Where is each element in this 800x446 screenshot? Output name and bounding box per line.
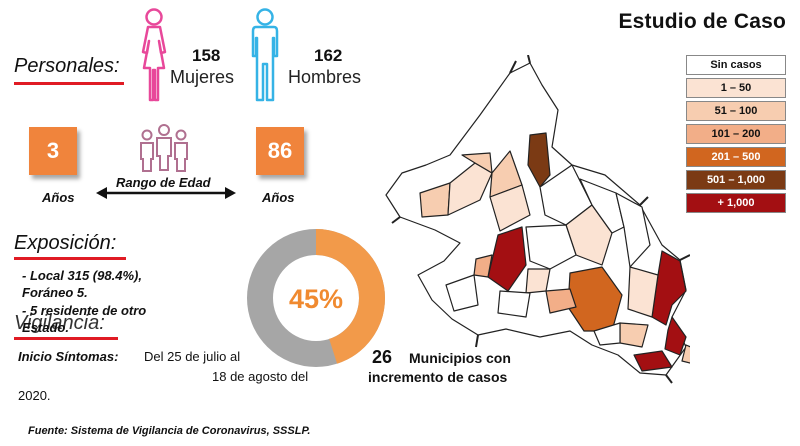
map-municipio — [527, 132, 551, 188]
inicio-sintomas-text-2: 18 de agosto del — [212, 369, 309, 384]
legend-label: 201 – 500 — [711, 151, 761, 163]
exposicion-underline — [14, 257, 126, 260]
legend-item-51-100: 51 – 100 — [686, 101, 786, 121]
page-title: Estudio de Caso — [618, 10, 786, 33]
age-max-box: 86 — [256, 127, 304, 175]
legend-label: 1 – 50 — [720, 82, 752, 94]
map-municipio — [681, 344, 690, 364]
personales-underline — [14, 82, 124, 85]
map-municipio — [615, 192, 651, 268]
exposicion-line-4: Estado. — [22, 320, 69, 335]
map-municipio — [525, 224, 577, 270]
map-municipio — [489, 184, 531, 232]
legend-label: + 1,000 — [717, 197, 755, 209]
vigilancia-heading: Vigilancia: — [14, 312, 105, 334]
age-min-box: 3 — [29, 127, 77, 175]
map-municipio — [497, 290, 531, 318]
map-municipio — [627, 266, 659, 318]
map-municipio — [447, 162, 493, 216]
legend-item-sin-casos: Sin casos — [686, 55, 786, 75]
donut-percent-label: 45% — [289, 284, 343, 314]
municipios-text-2: incremento de casos — [368, 369, 508, 385]
age-range-label: Rango de Edad — [116, 175, 211, 190]
legend-item-501-1000: 501 – 1,000 — [686, 170, 786, 190]
donut-fill-arc — [247, 229, 385, 367]
map-municipio — [445, 274, 479, 312]
double-arrow-icon — [96, 187, 236, 199]
age-min-value: 3 — [46, 138, 60, 163]
inicio-sintomas-text-1: Del 25 de julio al — [144, 349, 241, 364]
men-label: Hombres — [288, 67, 362, 87]
map-municipio — [664, 316, 687, 356]
legend-label: 51 – 100 — [714, 105, 758, 117]
map-municipio — [593, 322, 621, 346]
legend-item-1000-plus: + 1,000 — [686, 193, 786, 213]
women-count: 158 — [192, 46, 221, 65]
legend-label: 501 – 1,000 — [706, 174, 766, 186]
age-max-value: 86 — [267, 138, 293, 163]
municipios-text-1: Municipios con — [409, 350, 511, 366]
legend-item-201-500: 201 – 500 — [686, 147, 786, 167]
inicio-sintomas-text-3: 2020. — [18, 388, 51, 403]
people-group-icon — [140, 124, 188, 172]
age-min-unit: Años — [42, 190, 75, 205]
legend-item-101-200: 101 – 200 — [686, 124, 786, 144]
exposicion-heading: Exposición: — [14, 232, 117, 254]
map-municipio — [545, 288, 577, 314]
legend-label: 101 – 200 — [711, 128, 761, 140]
legend-item-1-50: 1 – 50 — [686, 78, 786, 98]
age-max-unit: Años — [262, 190, 295, 205]
source-note: Fuente: Sistema de Vigilancia de Coronav… — [28, 425, 311, 437]
map-municipio — [525, 268, 551, 294]
map-legend: Sin casos 1 – 50 51 – 100 101 – 200 201 … — [686, 55, 786, 216]
woman-icon — [141, 8, 167, 102]
man-icon — [251, 8, 279, 102]
exposicion-line-3: - 5 residente de otro — [22, 303, 147, 318]
exposicion-line-2: Foráneo 5. — [22, 285, 88, 300]
municipios-count: 26 — [372, 347, 393, 367]
map-municipio — [579, 178, 625, 234]
inicio-sintomas-label: Inicio Síntomas: — [18, 349, 119, 364]
women-label: Mujeres — [170, 67, 235, 87]
map-municipio — [473, 254, 493, 278]
map-municipio — [633, 350, 673, 372]
percent-donut: 45% — [247, 229, 385, 367]
legend-label: Sin casos — [710, 59, 762, 71]
state-map — [385, 55, 690, 384]
men-count: 162 — [314, 46, 343, 65]
personales-heading: Personales: — [14, 55, 120, 77]
vigilancia-underline — [14, 337, 118, 340]
map-border-roads — [391, 55, 690, 384]
exposicion-line-1: - Local 315 (98.4%), — [22, 268, 142, 283]
